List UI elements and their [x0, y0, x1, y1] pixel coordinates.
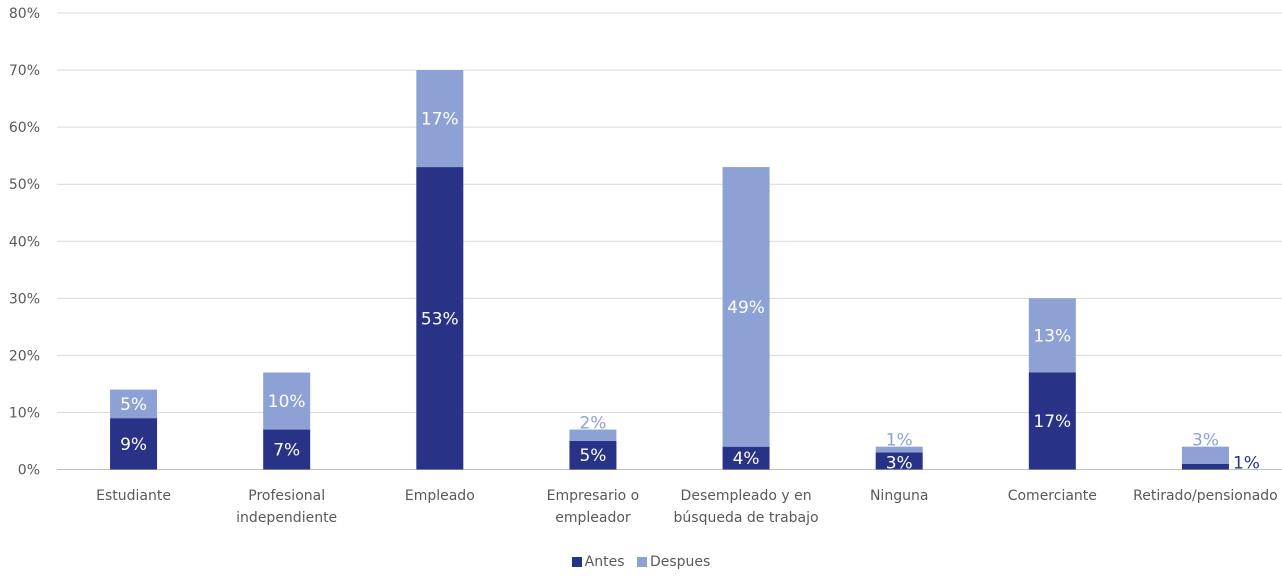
x-axis-labels: Estudiante Profesional independiente Emplea… [96, 488, 1278, 526]
data-label-despues: 1% [886, 431, 913, 451]
y-tick-label: 60% [9, 120, 40, 136]
data-label-despues: 17% [421, 110, 459, 130]
bar-antes [569, 440, 617, 470]
y-tick-label: 40% [9, 234, 40, 250]
legend-label-despues: Despues [649, 554, 711, 570]
legend-label-antes: Antes [584, 554, 625, 570]
x-category-label: Ninguna [870, 488, 928, 504]
x-category-label: Comerciante [1008, 488, 1097, 504]
legend-item-despues: Despues [636, 554, 711, 570]
x-category-label: Empleado [405, 488, 475, 504]
data-label-antes: 53% [421, 309, 459, 329]
bar-antes [263, 429, 311, 470]
bars: 9% 5% 7% 10% 53% 17% 5% 2% 4% 49% 3% 1% 17% 13% 1% 3% [110, 70, 1260, 474]
y-tick-label: 0% [18, 463, 40, 479]
y-tick-label: 30% [9, 291, 40, 307]
bar-antes [110, 418, 158, 470]
bar-despues [1181, 446, 1229, 464]
bar-despues [263, 372, 311, 430]
x-category-label: Estudiante [96, 488, 171, 504]
data-label-despues: 13% [1033, 326, 1071, 346]
x-category-label: Profesional independiente [236, 488, 337, 526]
legend: Antes Despues [0, 554, 1282, 571]
data-label-antes: 4% [733, 449, 760, 469]
y-tick-label: 50% [9, 177, 40, 193]
bar-despues [1028, 298, 1076, 373]
bar-antes [1181, 463, 1229, 470]
data-label-antes: 7% [273, 441, 300, 461]
data-label-antes: 17% [1033, 412, 1071, 432]
y-tick-label: 10% [9, 405, 40, 421]
bar-antes [416, 167, 464, 470]
data-label-despues: 5% [120, 395, 147, 415]
bar-despues [875, 446, 923, 453]
data-label-despues: 10% [268, 392, 306, 412]
y-tick-label: 80% [9, 6, 40, 22]
bar-despues [722, 167, 770, 447]
legend-swatch-antes [571, 557, 582, 567]
legend-item-antes: Antes [571, 554, 625, 570]
data-label-antes: 3% [886, 454, 913, 474]
x-category-label: Retirado/pensionado [1133, 488, 1278, 504]
x-category-label: Desempleado y en búsqueda de trabajo [674, 488, 819, 526]
y-axis-labels: 0% 10% 20% 30% 40% 50% 60% 70% 80% [9, 6, 40, 479]
bar-despues [569, 429, 617, 441]
bar-antes [1028, 372, 1076, 470]
legend-swatch-despues [636, 557, 647, 567]
gridlines [57, 12, 1282, 470]
bar-despues [110, 389, 158, 419]
stacked-bar-chart: 0% 10% 20% 30% 40% 50% 60% 70% 80% 9% 5% 7% 10% 53% 1… [9, 6, 1282, 526]
bar-antes [722, 446, 770, 470]
data-label-despues: 3% [1192, 431, 1219, 451]
bar-despues [416, 70, 464, 168]
x-category-label: Empresario o empleador [547, 488, 640, 526]
data-label-despues: 49% [727, 298, 765, 318]
data-label-antes: 1% [1233, 454, 1260, 474]
y-tick-label: 20% [9, 348, 40, 364]
data-label-antes: 9% [120, 435, 147, 455]
data-label-despues: 2% [579, 414, 606, 434]
y-tick-label: 70% [9, 63, 40, 79]
data-label-antes: 5% [579, 446, 606, 466]
bar-antes [875, 452, 923, 470]
